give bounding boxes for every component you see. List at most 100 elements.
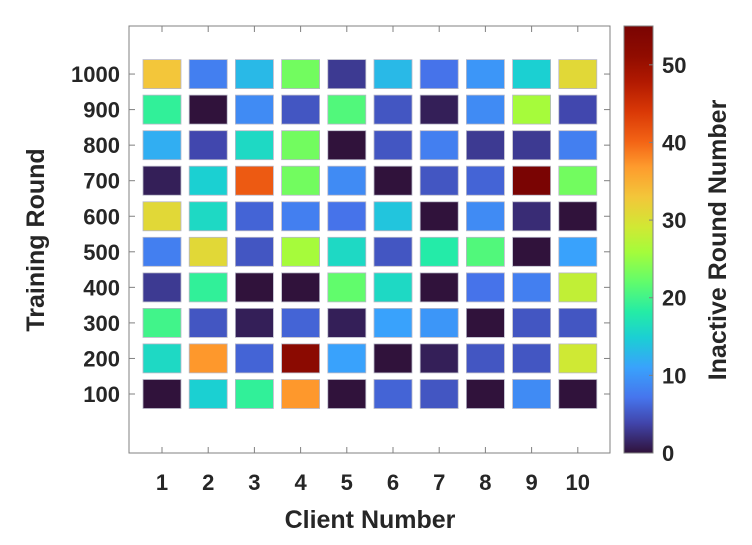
heatmap-cell xyxy=(465,165,505,196)
y-tick-label: 200 xyxy=(83,346,120,371)
x-tick-label: 1 xyxy=(156,470,168,495)
heatmap-cell xyxy=(419,307,459,338)
heatmap-cell xyxy=(234,130,274,161)
x-tick-label: 10 xyxy=(566,470,590,495)
y-axis-label: Training Round xyxy=(22,148,50,331)
heatmap-cell xyxy=(188,130,228,161)
x-tick-label: 9 xyxy=(525,470,537,495)
heatmap-cell xyxy=(234,236,274,267)
heatmap-cell xyxy=(234,272,274,303)
heatmap-cell xyxy=(512,59,551,89)
heatmap-cell xyxy=(234,165,274,196)
x-tick-label: 2 xyxy=(202,470,214,495)
colorbar-tick-label: 30 xyxy=(662,208,686,233)
heatmap-cell xyxy=(373,379,413,409)
heatmap-cell xyxy=(234,343,274,374)
heatmap-cell xyxy=(419,94,459,125)
y-axis-ticks: 100 200 300 400 500 600 700 800 900 1000 xyxy=(71,62,610,407)
x-tick-label: 7 xyxy=(433,470,445,495)
heatmap-cell xyxy=(327,59,367,89)
heatmap-cell xyxy=(142,130,182,161)
colorbar-tick-label: 40 xyxy=(662,130,686,155)
heatmap-cells xyxy=(142,59,598,409)
heatmap-cell xyxy=(419,130,459,161)
heatmap-cell xyxy=(558,130,598,161)
heatmap-cell xyxy=(142,307,182,338)
heatmap-cell xyxy=(188,201,228,232)
y-tick-label: 700 xyxy=(83,169,120,194)
heatmap-cell xyxy=(327,165,367,196)
x-tick-label: 8 xyxy=(479,470,491,495)
heatmap-cell xyxy=(373,201,413,232)
heatmap-cell xyxy=(327,379,367,409)
heatmap-cell xyxy=(281,59,321,89)
heatmap-cell xyxy=(512,201,551,232)
heatmap-cell xyxy=(465,130,505,161)
x-axis-ticks: 1 2 3 4 5 6 7 8 9 10 xyxy=(156,26,590,495)
heatmap-cell xyxy=(373,343,413,374)
heatmap-cell xyxy=(512,94,551,125)
heatmap-cell xyxy=(558,94,598,125)
y-tick-label: 1000 xyxy=(71,62,120,87)
heatmap-cell xyxy=(558,165,598,196)
heatmap-cell xyxy=(234,379,274,409)
heatmap-cell xyxy=(188,272,228,303)
heatmap-cell xyxy=(465,379,505,409)
heatmap-cell xyxy=(465,236,505,267)
heatmap-cell xyxy=(281,165,321,196)
heatmap-cell xyxy=(142,272,182,303)
heatmap-cell xyxy=(373,59,413,89)
heatmap-cell xyxy=(142,59,182,89)
heatmap-cell xyxy=(512,165,551,196)
heatmap-cell xyxy=(327,307,367,338)
heatmap-cell xyxy=(234,94,274,125)
heatmap-cell xyxy=(327,130,367,161)
heatmap-cell xyxy=(281,272,321,303)
y-tick-label: 100 xyxy=(83,382,120,407)
heatmap-cell xyxy=(327,272,367,303)
heatmap-cell xyxy=(512,379,551,409)
heatmap-cell xyxy=(512,272,551,303)
heatmap-cell xyxy=(188,343,228,374)
y-tick-label: 600 xyxy=(83,204,120,229)
heatmap-cell xyxy=(234,307,274,338)
heatmap-cell xyxy=(558,272,598,303)
x-tick-label: 3 xyxy=(248,470,260,495)
heatmap-cell xyxy=(419,59,459,89)
colorbar-ticks: 0 10 20 30 40 50 xyxy=(649,53,686,466)
heatmap-cell xyxy=(419,165,459,196)
y-tick-label: 900 xyxy=(83,98,120,123)
heatmap-cell xyxy=(281,379,321,409)
heatmap-cell xyxy=(188,165,228,196)
x-tick-label: 4 xyxy=(294,470,307,495)
heatmap-cell xyxy=(419,201,459,232)
heatmap-cell xyxy=(234,59,274,89)
colorbar-tick-label: 0 xyxy=(662,441,674,466)
heatmap-cell xyxy=(558,343,598,374)
heatmap-cell xyxy=(373,165,413,196)
heatmap-cell xyxy=(142,236,182,267)
heatmap-cell xyxy=(558,307,598,338)
heatmap-cell xyxy=(465,272,505,303)
colorbar-label: Inactive Round Number xyxy=(704,99,732,380)
x-axis-label: Client Number xyxy=(285,506,456,534)
heatmap-cell xyxy=(373,236,413,267)
y-tick-label: 300 xyxy=(83,311,120,336)
colorbar xyxy=(623,25,654,454)
heatmap-cell xyxy=(558,201,598,232)
heatmap-cell xyxy=(512,307,551,338)
heatmap-cell xyxy=(465,343,505,374)
heatmap-cell xyxy=(558,236,598,267)
heatmap-cell xyxy=(419,236,459,267)
heatmap-cell xyxy=(512,343,551,374)
heatmap-cell xyxy=(281,130,321,161)
heatmap-cell xyxy=(419,272,459,303)
heatmap-cell xyxy=(465,59,505,89)
heatmap-cell xyxy=(234,201,274,232)
heatmap-cell xyxy=(142,165,182,196)
heatmap-cell xyxy=(373,272,413,303)
heatmap-cell xyxy=(281,307,321,338)
heatmap-cell xyxy=(512,130,551,161)
heatmap-cell xyxy=(281,94,321,125)
